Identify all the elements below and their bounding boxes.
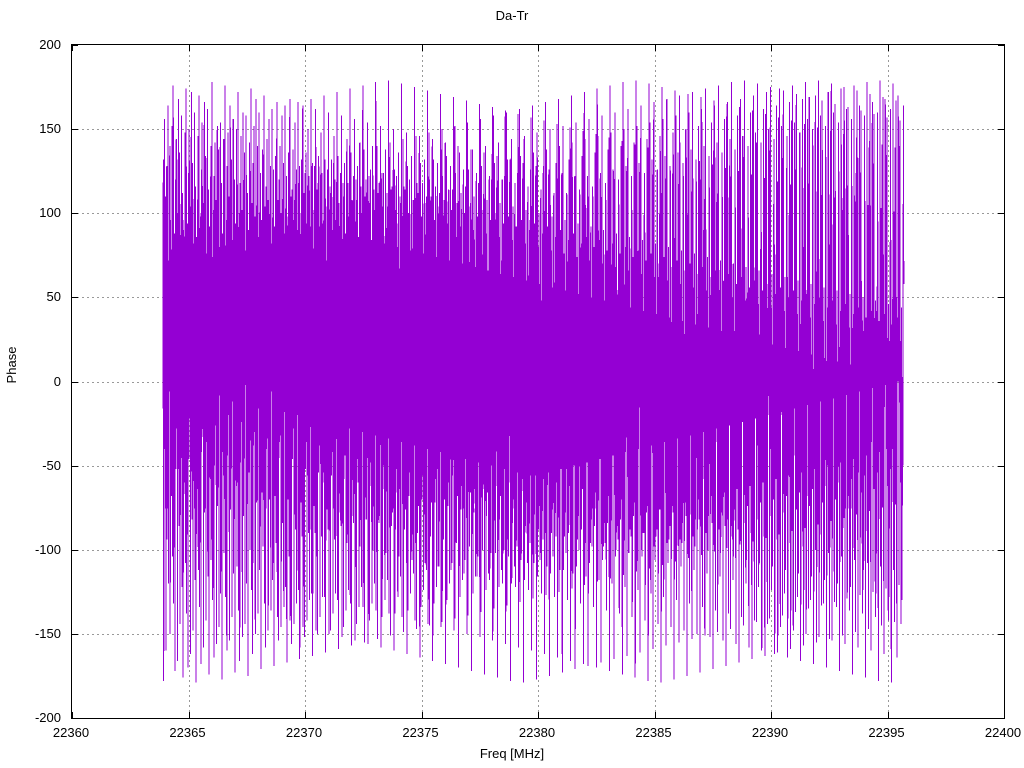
data-series-line (162, 80, 905, 683)
y-tick-label: -50 (42, 457, 61, 473)
y-tick-label: 150 (39, 121, 61, 137)
x-axis-label: Freq [MHz] (479, 746, 545, 761)
y-axis-label: Phase (4, 346, 19, 384)
y-tick-label: 50 (46, 289, 61, 305)
y-axis-tick-labels: -200 -150 -100 -50 0 50 100 150 200 (5, 0, 61, 768)
x-tick-label: 22375 (402, 725, 439, 740)
x-axis-tick-labels: 22360 22365 22370 22375 22380 22385 22390 22395… (0, 726, 1024, 746)
x-tick-label: 22370 (285, 725, 323, 740)
chart-title: Da-Tr (495, 8, 529, 23)
x-tick-label: 22395 (868, 725, 905, 740)
x-tick-label: 22365 (169, 725, 206, 740)
y-tick-label: 0 (53, 373, 61, 389)
x-tick-label: 22400 (984, 725, 1022, 740)
y-tick-label: -200 (34, 710, 61, 725)
x-tick-label: 22385 (635, 725, 672, 740)
x-tick-label: 22360 (52, 725, 90, 740)
y-tick-label: -150 (34, 625, 61, 641)
y-tick-label: -100 (34, 541, 61, 557)
x-tick-label: 22390 (751, 725, 789, 740)
y-tick-label: 200 (39, 37, 61, 52)
plot-area (71, 44, 1005, 719)
x-tick-label: 22380 (518, 725, 556, 740)
y-tick-label: 100 (39, 205, 61, 221)
